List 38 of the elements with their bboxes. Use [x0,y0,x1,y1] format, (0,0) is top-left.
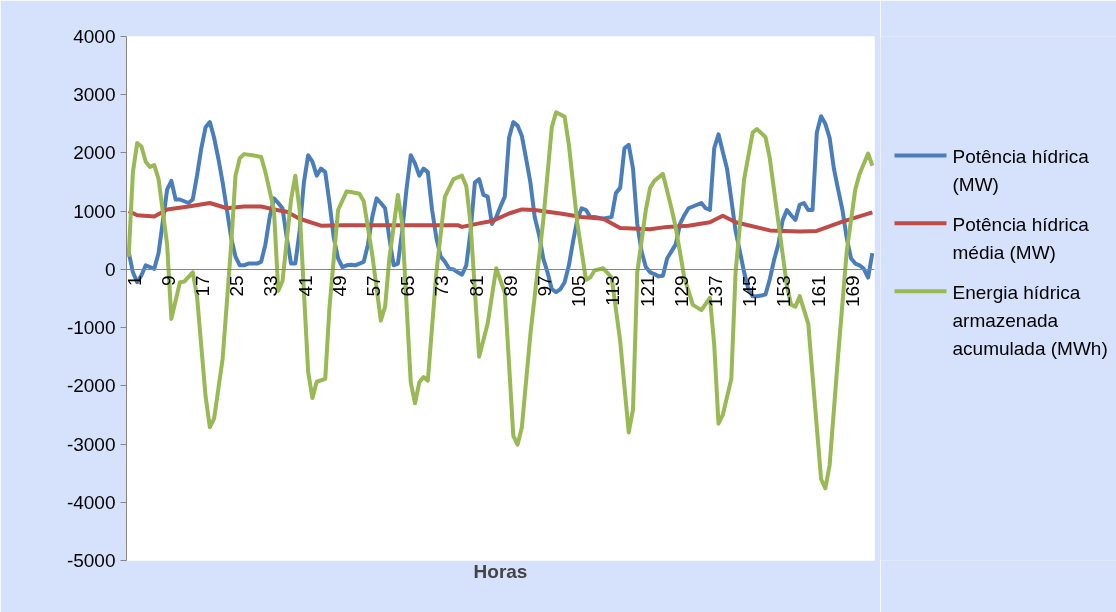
x-tick-label: 153 [773,275,795,308]
y-tick-label: 3000 [73,84,116,106]
x-tick-label: 49 [328,275,350,297]
y-tick-label: 0 [104,258,116,280]
legend-label: Energia hídrica armazenada acumulada (MWh) [952,281,1108,360]
y-tick-label: -1000 [66,317,116,339]
y-tick-label: 1000 [73,200,116,222]
x-tick-label: 1 [123,275,145,286]
legend-label: Potência hídrica média (MW) [952,213,1090,264]
y-tick-label: -3000 [66,433,116,455]
x-tick-label: 17 [192,275,214,297]
x-axis-title: Horas [473,560,528,582]
x-tick-label: 81 [465,275,487,297]
y-tick-label: 2000 [73,142,116,164]
x-tick-label: 145 [739,275,761,308]
line-series [126,201,875,234]
x-tick-label: 41 [294,275,316,297]
x-tick-label: 105 [568,275,590,308]
x-tick-label: 57 [363,275,384,297]
x-tick-label: 89 [499,275,521,297]
y-tick-label: -5000 [66,550,116,571]
x-tick-label: 9 [157,275,179,286]
x-tick-label: 169 [841,275,863,308]
y-tick-label: -2000 [66,375,116,397]
x-tick-label: 33 [260,275,282,297]
x-tick-label: 129 [670,275,692,308]
x-tick-label: 161 [807,275,829,308]
x-tick-label: 73 [431,275,453,297]
x-tick-label: 137 [704,275,726,308]
x-tick-label: 97 [533,275,555,297]
y-tick-label: 4000 [73,26,116,47]
x-tick-label: 113 [602,275,624,306]
x-tick-label: 121 [636,275,658,308]
x-tick-label: 25 [226,275,248,297]
legend-label: Potência hídrica (MW) [952,146,1090,196]
x-tick-label: 65 [397,275,419,297]
y-tick-label: -4000 [66,491,116,513]
line-series [126,110,875,491]
